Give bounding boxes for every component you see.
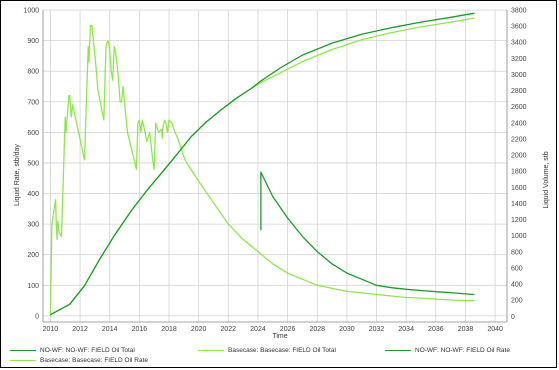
x-tick-label: 2026 xyxy=(280,326,296,333)
y-axis-right-title: Liquid Volume, stb xyxy=(543,151,550,208)
y-left-tick-label: 400 xyxy=(27,191,39,198)
legend-swatch xyxy=(198,350,224,351)
x-tick-label: 2014 xyxy=(102,326,118,333)
axes xyxy=(42,10,508,323)
legend: NO-WF: NO-WF: FIELD Oil Total Basecase: … xyxy=(2,346,555,366)
y-right-tick-label: 2600 xyxy=(511,104,527,111)
x-tick-label: 2034 xyxy=(398,326,414,333)
x-tick-label: 2018 xyxy=(161,326,177,333)
y-right-tick-label: 2000 xyxy=(511,153,527,160)
x-tick-label: 2036 xyxy=(428,326,444,333)
y-right-tick-label: 3800 xyxy=(511,8,527,15)
y-right-tick-label: 400 xyxy=(511,282,523,289)
y-left-tick-label: 100 xyxy=(27,283,39,290)
y-left-tick-label: 1000 xyxy=(23,8,39,15)
x-tick-label: 2024 xyxy=(250,326,266,333)
y-left-tick-label: 900 xyxy=(27,38,39,45)
x-tick-label: 2022 xyxy=(221,326,237,333)
y-left-tick-label: 600 xyxy=(27,130,39,137)
y-left-tick-label: 800 xyxy=(27,69,39,76)
legend-swatch xyxy=(385,350,411,351)
y-right-tick-label: 600 xyxy=(511,265,523,272)
legend-item-nowf-oil-total: NO-WF: NO-WF: FIELD Oil Total xyxy=(10,347,135,354)
y-right-tick-label: 1400 xyxy=(511,201,527,208)
legend-label: Basecase: Basecase: FIELD Oil Rate xyxy=(40,357,149,364)
y-left-tick-label: 500 xyxy=(27,160,39,167)
y-right-tick-label: 800 xyxy=(511,249,523,256)
grid-lines xyxy=(43,9,507,322)
y-right-tick-label: 0 xyxy=(511,314,515,321)
x-tick-label: 2038 xyxy=(458,326,474,333)
legend-item-basecase-oil-rate: Basecase: Basecase: FIELD Oil Rate xyxy=(10,357,148,364)
y-left-tick-label: 700 xyxy=(27,99,39,106)
y-right-tick-label: 2200 xyxy=(511,136,527,143)
legend-label: NO-WF: NO-WF: FIELD Oil Total xyxy=(40,347,135,354)
series-line-no-wf-no-wf-field-oil-rate xyxy=(260,171,475,296)
x-tick-label: 2028 xyxy=(309,326,325,333)
y-left-tick-label: 200 xyxy=(27,252,39,259)
y-right-tick-label: 2800 xyxy=(511,88,527,95)
series-line-no-wf-no-wf-field-oil-total xyxy=(50,12,475,316)
series-line-basecase-basecase-field-oil-rate xyxy=(49,24,475,316)
legend-swatch xyxy=(10,350,36,351)
legend-label: NO-WF: NO-WF: FIELD Oil Rate xyxy=(415,347,510,354)
series-layer xyxy=(49,12,475,316)
y-right-tick-label: 2400 xyxy=(511,120,527,127)
y-right-tick-label: 1800 xyxy=(511,169,527,176)
x-tick-label: 2040 xyxy=(487,326,503,333)
legend-swatch xyxy=(10,360,36,361)
y-right-tick-label: 1200 xyxy=(511,217,527,224)
x-tick-label: 2032 xyxy=(369,326,385,333)
y-right-tick-label: 1600 xyxy=(511,185,527,192)
x-tick-label: 2020 xyxy=(191,326,207,333)
y-right-tick-label: 1000 xyxy=(511,233,527,240)
y-right-tick-label: 3200 xyxy=(511,56,527,63)
legend-item-nowf-oil-rate: NO-WF: NO-WF: FIELD Oil Rate xyxy=(385,347,510,354)
y-right-tick-label: 3600 xyxy=(511,24,527,31)
y-axis-left-title: Liquid Rate, stb/day xyxy=(14,144,21,206)
x-tick-label: 2012 xyxy=(72,326,88,333)
tick-labels: 0 100 200 300 400 500 600 700 800 900 1000 2010 2012… xyxy=(23,8,526,334)
y-right-tick-label: 200 xyxy=(511,298,523,305)
x-tick-label: 2016 xyxy=(132,326,148,333)
x-axis-title: Time xyxy=(272,333,287,340)
x-tick-label: 2010 xyxy=(43,326,59,333)
legend-label: Basecase: Basecase: FIELD Oil Total xyxy=(228,347,336,354)
x-tick-label: 2030 xyxy=(339,326,355,333)
y-right-tick-label: 3000 xyxy=(511,72,527,79)
y-right-tick-label: 3400 xyxy=(511,40,527,47)
legend-item-basecase-oil-total: Basecase: Basecase: FIELD Oil Total xyxy=(198,347,336,354)
y-left-tick-label: 300 xyxy=(27,222,39,229)
y-left-tick-label: 0 xyxy=(35,313,39,320)
